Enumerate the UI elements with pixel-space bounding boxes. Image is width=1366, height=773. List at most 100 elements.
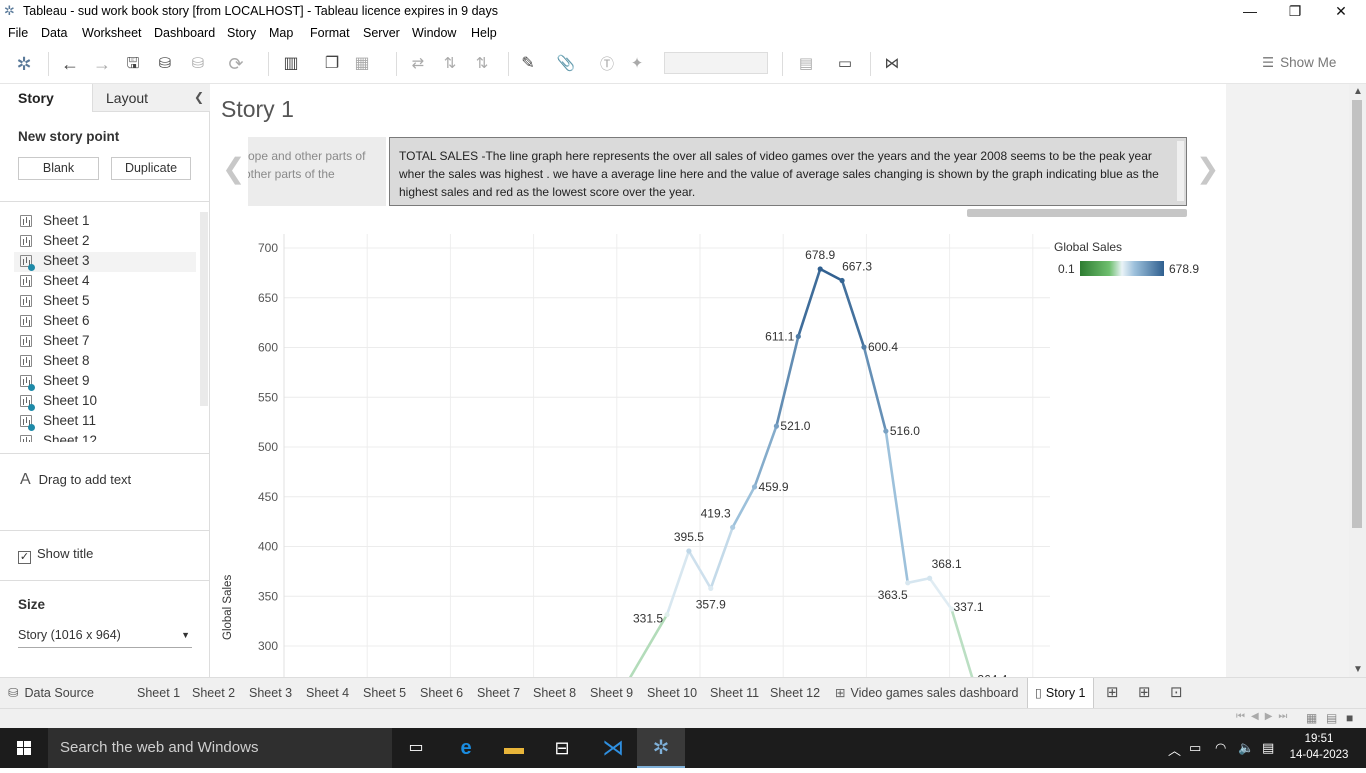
- new-worksheet-tab-icon[interactable]: ⊞: [1106, 684, 1119, 701]
- store-icon[interactable]: ⊟: [554, 738, 570, 758]
- clear-sheet-icon[interactable]: ▦: [354, 55, 370, 72]
- vscode-icon[interactable]: ⋊: [602, 735, 624, 760]
- story-sheet-item[interactable]: Sheet 8: [14, 352, 196, 372]
- tab-sheet-3[interactable]: Sheet 3: [249, 686, 293, 700]
- start-button[interactable]: [0, 728, 48, 768]
- new-story-tab-icon[interactable]: ⊡: [1170, 684, 1183, 701]
- show-mark-labels-icon[interactable]: Ⓣ: [600, 56, 614, 72]
- taskbar-clock[interactable]: 19:51 14-04-2023: [1288, 731, 1350, 763]
- show-tabs-icon[interactable]: ■: [1346, 711, 1354, 725]
- collapse-pane-icon[interactable]: ❮: [194, 90, 205, 104]
- tab-layout[interactable]: Layout: [92, 84, 210, 112]
- story-title[interactable]: Story 1: [221, 96, 294, 122]
- current-story-point-caption[interactable]: TOTAL SALES -The line graph here represe…: [389, 137, 1187, 206]
- edge-browser-icon[interactable]: e: [460, 737, 472, 759]
- tab-sheet-5[interactable]: Sheet 5: [363, 686, 407, 700]
- pause-updates-icon[interactable]: ⛁: [191, 55, 205, 72]
- undo-icon[interactable]: ←: [61, 54, 79, 74]
- tab-sheet-9[interactable]: Sheet 9: [590, 686, 634, 700]
- tab-sheet-4[interactable]: Sheet 4: [306, 686, 350, 700]
- story-sheet-item[interactable]: Sheet 3: [14, 252, 196, 272]
- group-members-icon[interactable]: 📎: [556, 55, 576, 72]
- show-title-checkbox[interactable]: ✓ Show title: [18, 546, 93, 564]
- tab-story[interactable]: Story: [18, 90, 54, 106]
- tab-sheet-10[interactable]: Sheet 10: [647, 686, 698, 700]
- tab-sheet-2[interactable]: Sheet 2: [192, 686, 236, 700]
- menu-data[interactable]: Data: [41, 26, 68, 40]
- swap-rows-columns-icon[interactable]: ⇄: [411, 55, 425, 72]
- close-button[interactable]: ✕: [1335, 3, 1347, 19]
- story-sheet-item[interactable]: Sheet 5: [14, 292, 196, 312]
- vertical-scrollbar[interactable]: ▲ ▼: [1349, 84, 1366, 677]
- battery-icon[interactable]: ▭: [1189, 740, 1202, 755]
- story-sheet-item[interactable]: Sheet 2: [14, 232, 196, 252]
- tab-sheet-1[interactable]: Sheet 1: [137, 686, 181, 700]
- drag-to-add-text[interactable]: A Drag to add text: [20, 471, 131, 489]
- show-sheet-sorter-icon[interactable]: ▦: [1306, 711, 1318, 725]
- taskbar-search-box[interactable]: Search the web and Windows: [48, 728, 392, 768]
- tab-scroll-arrows-icon[interactable]: ⏮◀▶⏭: [1236, 711, 1294, 722]
- tab-story-1[interactable]: ▯ Story 1: [1027, 678, 1094, 708]
- scroll-down-icon[interactable]: ▼: [1353, 664, 1363, 675]
- global-sales-line-chart[interactable]: 300 350 400 450 500 550 600 650 700 256.5 331.5 395…: [224, 230, 1054, 677]
- story-sheet-item[interactable]: Sheet 4: [14, 272, 196, 292]
- tab-sheet-8[interactable]: Sheet 8: [533, 686, 577, 700]
- next-story-point-icon[interactable]: ❯: [1196, 153, 1220, 184]
- story-sheet-item[interactable]: Sheet 10: [14, 392, 196, 412]
- story-sheet-item[interactable]: Sheet 9: [14, 372, 196, 392]
- previous-story-point-icon[interactable]: ❮: [222, 153, 246, 184]
- maximize-button[interactable]: ❐: [1288, 3, 1302, 19]
- sheet-list-scrollbar[interactable]: [200, 212, 208, 406]
- menu-help[interactable]: Help: [471, 26, 497, 40]
- new-data-source-icon[interactable]: ⛁: [158, 55, 172, 72]
- story-sheet-item[interactable]: Sheet 11: [14, 412, 196, 432]
- blank-button[interactable]: Blank: [18, 157, 99, 180]
- scroll-up-icon[interactable]: ▲: [1353, 86, 1363, 97]
- tab-data-source[interactable]: ⛁ Data Source: [8, 678, 94, 708]
- notifications-icon[interactable]: ▤: [1262, 740, 1275, 755]
- navigator-scrollbar[interactable]: [967, 209, 1187, 217]
- new-worksheet-icon[interactable]: ▥: [283, 55, 299, 72]
- show-hidden-icons-icon[interactable]: ︿: [1168, 743, 1182, 758]
- presentation-mode-icon[interactable]: ▭: [837, 55, 853, 72]
- tab-sheet-12[interactable]: Sheet 12: [770, 686, 821, 700]
- tab-sheet-6[interactable]: Sheet 6: [420, 686, 464, 700]
- caption-scrollbar[interactable]: [1177, 141, 1184, 201]
- file-explorer-icon[interactable]: ▬: [504, 737, 524, 759]
- story-sheet-item[interactable]: Sheet 1: [14, 212, 196, 232]
- save-icon[interactable]: 🖫: [126, 55, 140, 72]
- task-view-icon[interactable]: ▭: [408, 739, 424, 756]
- sort-ascending-icon[interactable]: ⇅: [443, 55, 457, 72]
- menu-server[interactable]: Server: [363, 26, 400, 40]
- redo-icon[interactable]: →: [93, 54, 111, 74]
- story-sheet-item[interactable]: Sheet 7: [14, 332, 196, 352]
- menu-map[interactable]: Map: [269, 26, 294, 40]
- fix-axes-icon[interactable]: ✦: [630, 55, 644, 72]
- tableau-taskbar-icon[interactable]: ✲: [637, 728, 685, 768]
- fit-dropdown[interactable]: [664, 52, 768, 74]
- minimize-button[interactable]: —: [1243, 3, 1257, 19]
- previous-story-point-caption[interactable]: rope and other parts of other parts of t…: [248, 137, 386, 206]
- new-dashboard-tab-icon[interactable]: ⊞: [1138, 684, 1151, 701]
- wifi-icon[interactable]: ◠: [1215, 740, 1227, 755]
- sort-descending-icon[interactable]: ⇅: [475, 55, 489, 72]
- menu-file[interactable]: File: [8, 26, 29, 40]
- size-dropdown[interactable]: Story (1016 x 964) ▼: [18, 628, 192, 648]
- menu-worksheet[interactable]: Worksheet: [82, 26, 142, 40]
- story-sheet-item[interactable]: Sheet 6: [14, 312, 196, 332]
- refresh-icon[interactable]: ⟳: [228, 54, 244, 74]
- show-me-button[interactable]: ☰ Show Me: [1262, 55, 1336, 71]
- menu-story[interactable]: Story: [227, 26, 257, 40]
- tableau-home-icon[interactable]: ✲: [16, 54, 32, 74]
- show-cards-icon[interactable]: ▤: [798, 55, 814, 72]
- share-icon[interactable]: ⋈: [884, 55, 900, 72]
- menu-dashboard[interactable]: Dashboard: [154, 26, 216, 40]
- tab-sheet-7[interactable]: Sheet 7: [477, 686, 521, 700]
- duplicate-sheet-icon[interactable]: ❐: [324, 55, 340, 72]
- highlight-icon[interactable]: ✎: [521, 55, 535, 72]
- menu-format[interactable]: Format: [310, 26, 350, 40]
- tab-sheet-11[interactable]: Sheet 11: [710, 686, 760, 700]
- show-filmstrip-icon[interactable]: ▤: [1326, 711, 1338, 725]
- volume-icon[interactable]: 🔈: [1238, 740, 1255, 755]
- menu-window[interactable]: Window: [412, 26, 457, 40]
